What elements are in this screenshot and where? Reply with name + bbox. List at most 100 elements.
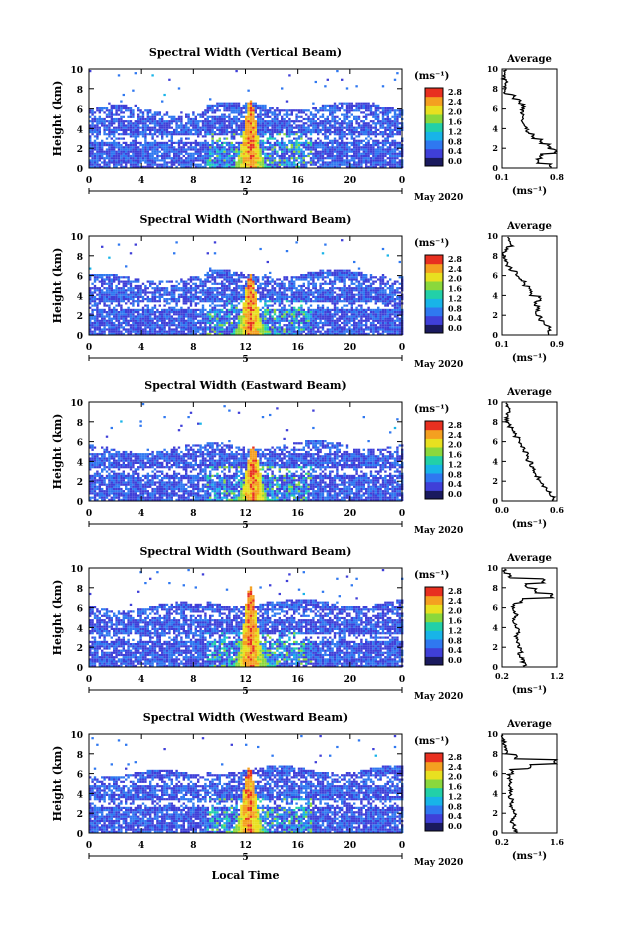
colorbar-tick-label: 2.0 [448, 440, 462, 450]
colorbar-segment [425, 621, 443, 631]
x-tick-label: 12 [239, 509, 252, 519]
avg-x-tick-label: 0.2 [495, 837, 509, 847]
colorbar-tick-label: 1.6 [448, 284, 462, 294]
colorbar-segment [425, 438, 443, 448]
colorbar-tick-label: 0.0 [448, 323, 462, 333]
colorbar-tick-label: 0.4 [448, 146, 462, 156]
avg-x-tick-label: 0.6 [550, 505, 564, 515]
colorbar-segment [425, 805, 443, 815]
x-tick-label: 0 [399, 176, 405, 186]
avg-x-axis-label: (ms⁻¹) [512, 353, 547, 364]
y-tick-label: 0 [77, 664, 83, 674]
y-tick-label: 4 [77, 125, 83, 135]
colorbar-tick-label: 2.8 [448, 752, 462, 762]
colorbar-segment [425, 761, 443, 771]
y-axis-label: Height (km) [51, 248, 64, 324]
x-axis-label: Local Time [212, 869, 280, 882]
colorbar-tick-label: 0.0 [448, 821, 462, 831]
x-tick-label: 4 [138, 841, 144, 851]
y-tick-label: 2 [77, 644, 83, 654]
avg-y-tick-label: 4 [492, 290, 498, 300]
x-tick-label: 16 [291, 343, 304, 353]
colorbar-segment [425, 298, 443, 308]
colorbar-segment [425, 822, 443, 832]
colorbar-frame [424, 752, 444, 832]
y-tick-label: 10 [70, 66, 83, 76]
colorbar-unit-label: (ms⁻¹) [414, 71, 449, 82]
colorbar-tick-label: 2.0 [448, 107, 462, 117]
avg-x-axis-label: (ms⁻¹) [512, 519, 547, 530]
x-tick-label: 0 [399, 841, 405, 851]
colorbar-segment [425, 656, 443, 666]
colorbar-segment [425, 122, 443, 132]
colorbar-tick-label: 0.4 [448, 479, 462, 489]
average-frame [501, 401, 558, 502]
colorbar-segment [425, 455, 443, 465]
x-tick-label: 20 [344, 343, 357, 353]
colorbar-segment [425, 770, 443, 780]
average-frame [501, 567, 558, 668]
colorbar-tick-label: 1.2 [448, 126, 462, 136]
average-title: Average [506, 387, 552, 398]
avg-x-axis-label: (ms⁻¹) [512, 685, 547, 696]
colorbar-segment [425, 281, 443, 291]
colorbar-segment [425, 753, 443, 763]
y-tick-label: 2 [77, 145, 83, 155]
avg-y-tick-label: 0 [492, 163, 498, 173]
avg-x-tick-label: 1.2 [550, 671, 564, 681]
x-tick-label: 0 [399, 343, 405, 353]
colorbar-frame [424, 586, 444, 666]
average-profile-line [500, 734, 559, 834]
avg-x-axis-label: (ms⁻¹) [512, 851, 547, 862]
x-tick-label: 16 [291, 675, 304, 685]
avg-y-tick-label: 2 [492, 808, 498, 818]
colorbar-segment [425, 96, 443, 106]
avg-y-tick-label: 4 [492, 622, 498, 632]
y-axis-label: Height (km) [51, 414, 64, 490]
panel-title: Spectral Width (Southward Beam) [139, 545, 351, 558]
avg-y-tick-label: 10 [487, 563, 499, 573]
colorbar-tick-label: 0.8 [448, 801, 462, 811]
chart-panel: Spectral Width (Vertical Beam) 0 2 4 6 8 10 Hei… [51, 46, 564, 203]
avg-y-tick-label: 8 [492, 84, 498, 94]
avg-y-tick-label: 10 [487, 397, 499, 407]
day-label: 5 [242, 687, 248, 697]
x-tick-label: 0 [86, 841, 92, 851]
average-title: Average [506, 553, 552, 564]
panel-title: Spectral Width (Northward Beam) [140, 213, 352, 226]
average-profile-line [500, 69, 558, 169]
x-tick-label: 4 [138, 509, 144, 519]
day-label: 5 [242, 521, 248, 531]
colorbar-tick-label: 1.6 [448, 450, 462, 460]
colorbar-tick-label: 1.6 [448, 117, 462, 127]
colorbar-tick-label: 0.8 [448, 136, 462, 146]
x-tick-label: 20 [344, 841, 357, 851]
avg-x-tick-label: 0.8 [550, 172, 564, 182]
avg-y-tick-label: 10 [487, 729, 499, 739]
colorbar-segment [425, 796, 443, 806]
y-tick-label: 4 [77, 624, 83, 634]
colorbar-segment [425, 587, 443, 597]
colorbar-tick-label: 2.8 [448, 254, 462, 264]
avg-y-tick-label: 10 [487, 64, 499, 74]
x-tick-label: 4 [138, 176, 144, 186]
y-tick-label: 8 [77, 751, 83, 761]
colorbar-segment [425, 131, 443, 141]
x-tick-label: 20 [344, 675, 357, 685]
colorbar-segment [425, 613, 443, 623]
x-tick-label: 8 [190, 343, 196, 353]
chart-panel: Spectral Width (Northward Beam) 0 2 4 6 8 10 He… [51, 213, 564, 370]
colorbar-segment [425, 490, 443, 500]
x-tick-label: 20 [344, 509, 357, 519]
heatmap-cells [89, 735, 404, 833]
colorbar-tick-label: 2.0 [448, 772, 462, 782]
colorbar-tick-label: 2.8 [448, 87, 462, 97]
x-tick-label: 0 [86, 343, 92, 353]
colorbar-segment [425, 630, 443, 640]
y-tick-label: 6 [77, 439, 83, 449]
colorbar-segment [425, 307, 443, 317]
colorbar-segment [425, 315, 443, 325]
x-tick-label: 0 [399, 509, 405, 519]
colorbar-tick-label: 2.4 [448, 596, 462, 606]
panel-title: Spectral Width (Vertical Beam) [149, 46, 342, 59]
